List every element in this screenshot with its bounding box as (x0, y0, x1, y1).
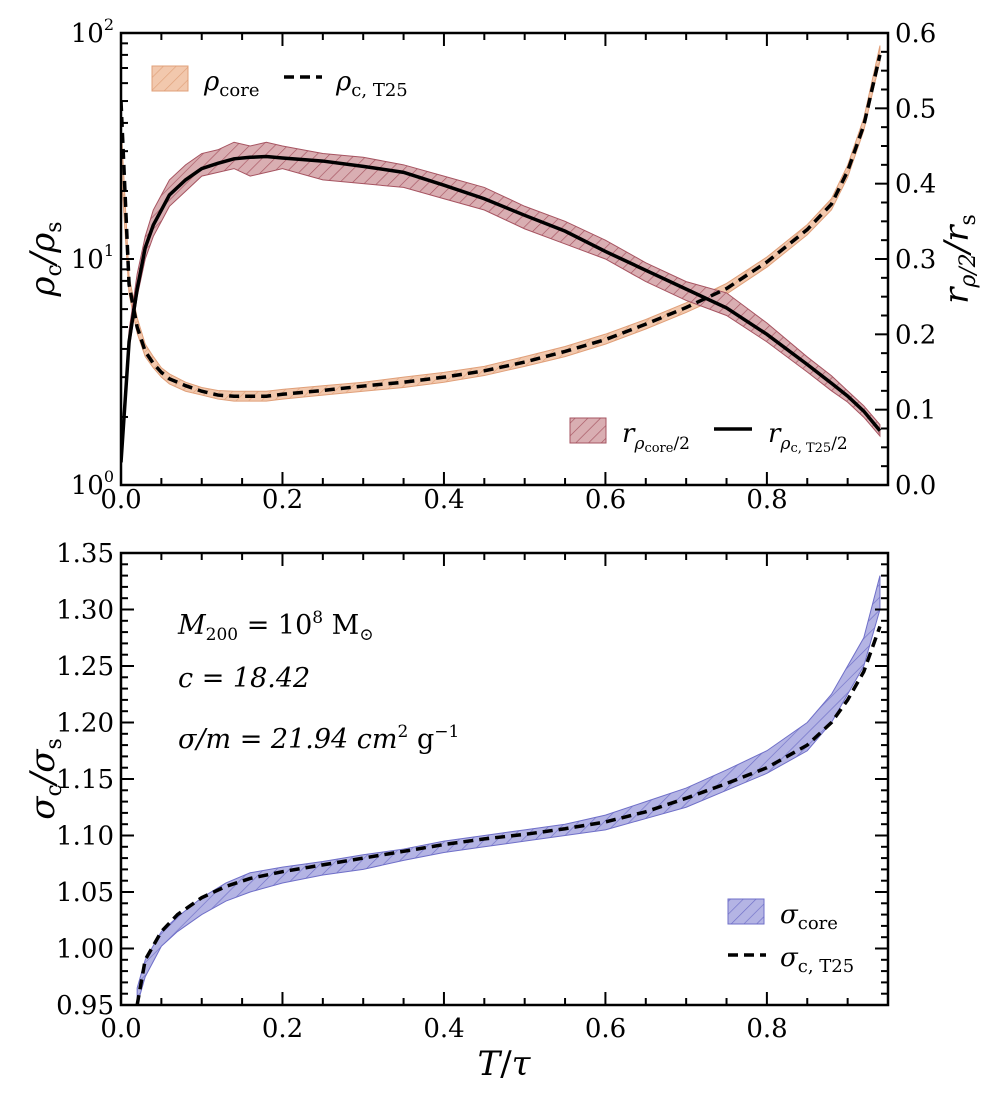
legend-label-rho-core: ρcore (203, 67, 259, 101)
top-legend-lower: rρcore/2 rρc, T25/2 (569, 417, 848, 456)
top-right-tick-labels: 0.0 0.1 0.2 0.3 0.4 0.5 0.6 (895, 19, 936, 501)
top-y2tick-label: 0.3 (895, 245, 936, 275)
top-y2-axis-label: rρ/2/rs (937, 214, 981, 304)
bottom-y-axis-label: σc/σs (23, 738, 67, 820)
bottom-ytick-label: 1.35 (56, 539, 114, 569)
sigma-t25-dashed-line (135, 625, 882, 1005)
top-ytick-label-1e2: 102 (71, 15, 114, 49)
x-axis-label: T/τ (478, 1044, 532, 1084)
top-y2tick-label: 0.4 (895, 170, 936, 200)
bottom-ytick-label: 1.25 (56, 652, 114, 682)
top-y2tick-label: 0.2 (895, 320, 936, 350)
bottom-frame (119, 551, 890, 1007)
bottom-xtick-label: 0.2 (262, 1014, 303, 1044)
top-xtick-label: 0.8 (746, 485, 787, 515)
r-t25-solid-line (121, 154, 882, 463)
legend-label-r-core: rρcore/2 (622, 419, 690, 456)
bottom-ytick-label: 1.00 (56, 935, 114, 965)
bottom-legend: σcore σc, T25 (727, 898, 854, 977)
bottom-y-tick-labels: 0.95 1.00 1.05 1.10 1.15 1.20 1.25 1.30 … (56, 539, 114, 1021)
annotation-concentration: c = 18.42 (178, 663, 310, 694)
bottom-ytick-label: 1.15 (56, 765, 114, 795)
bottom-ytick-label: 1.10 (56, 822, 114, 852)
annotation-m200: M200 = 108 M⊙ (177, 608, 374, 645)
bottom-ytick-label: 1.30 (56, 596, 114, 626)
bottom-xtick-label: 0.8 (746, 1014, 787, 1044)
top-panel: 0.0 0.2 0.4 0.6 0.8 100 101 102 0.0 0.1 … (23, 15, 981, 515)
top-xtick-label: 0.6 (585, 485, 626, 515)
top-xtick-label: 0.0 (100, 485, 141, 515)
r-core-band (121, 141, 881, 463)
bottom-xtick-label: 0.4 (423, 1014, 464, 1044)
top-left-tick-labels: 100 101 102 (71, 15, 114, 501)
top-xtick-label: 0.2 (262, 485, 303, 515)
top-y-axis-label: ρc/ρs (23, 221, 67, 297)
legend-label-sigma-t25: σc, T25 (780, 943, 854, 977)
bottom-x-tick-labels: 0.0 0.2 0.4 0.6 0.8 (100, 1014, 787, 1044)
rho-t25-dashed-line (121, 54, 882, 398)
annotation-cross-section: σ/m = 21.94 cm2 g−1 (178, 722, 459, 755)
legend-swatch-r-core (569, 417, 607, 444)
bottom-ytick-label: 0.95 (56, 991, 114, 1021)
top-y2tick-label: 0.5 (895, 94, 936, 124)
legend-swatch-rho-core (151, 65, 189, 92)
bottom-xtick-label: 0.6 (585, 1014, 626, 1044)
rho-core-band (121, 45, 881, 402)
legend-label-rho-t25: ρc, T25 (335, 67, 408, 101)
bottom-panel: 0.0 0.2 0.4 0.6 0.8 0.95 1.00 1.05 1.10 … (23, 539, 890, 1084)
bottom-ticks (120, 552, 889, 1006)
top-y2tick-label: 0.0 (895, 471, 936, 501)
top-y2tick-label: 0.1 (895, 396, 936, 426)
top-y2tick-label: 0.6 (895, 19, 936, 49)
bottom-ytick-label: 1.05 (56, 878, 114, 908)
legend-label-sigma-core: σcore (780, 900, 838, 934)
top-x-tick-labels: 0.0 0.2 0.4 0.6 0.8 (100, 485, 787, 515)
top-ticks (120, 32, 889, 486)
parameter-annotations: M200 = 108 M⊙ c = 18.42 σ/m = 21.94 cm2 … (177, 608, 459, 755)
top-xtick-label: 0.4 (423, 485, 464, 515)
legend-label-r-t25: rρc, T25/2 (768, 419, 848, 456)
top-ytick-label-1e0: 100 (71, 467, 114, 501)
legend-swatch-sigma-core (727, 898, 765, 925)
top-ytick-label-1e1: 101 (71, 241, 114, 275)
bottom-xtick-label: 0.0 (100, 1014, 141, 1044)
bottom-ytick-label: 1.20 (56, 709, 114, 739)
top-legend-upper: ρcore ρc, T25 (151, 65, 408, 101)
top-plot-area (121, 45, 882, 463)
